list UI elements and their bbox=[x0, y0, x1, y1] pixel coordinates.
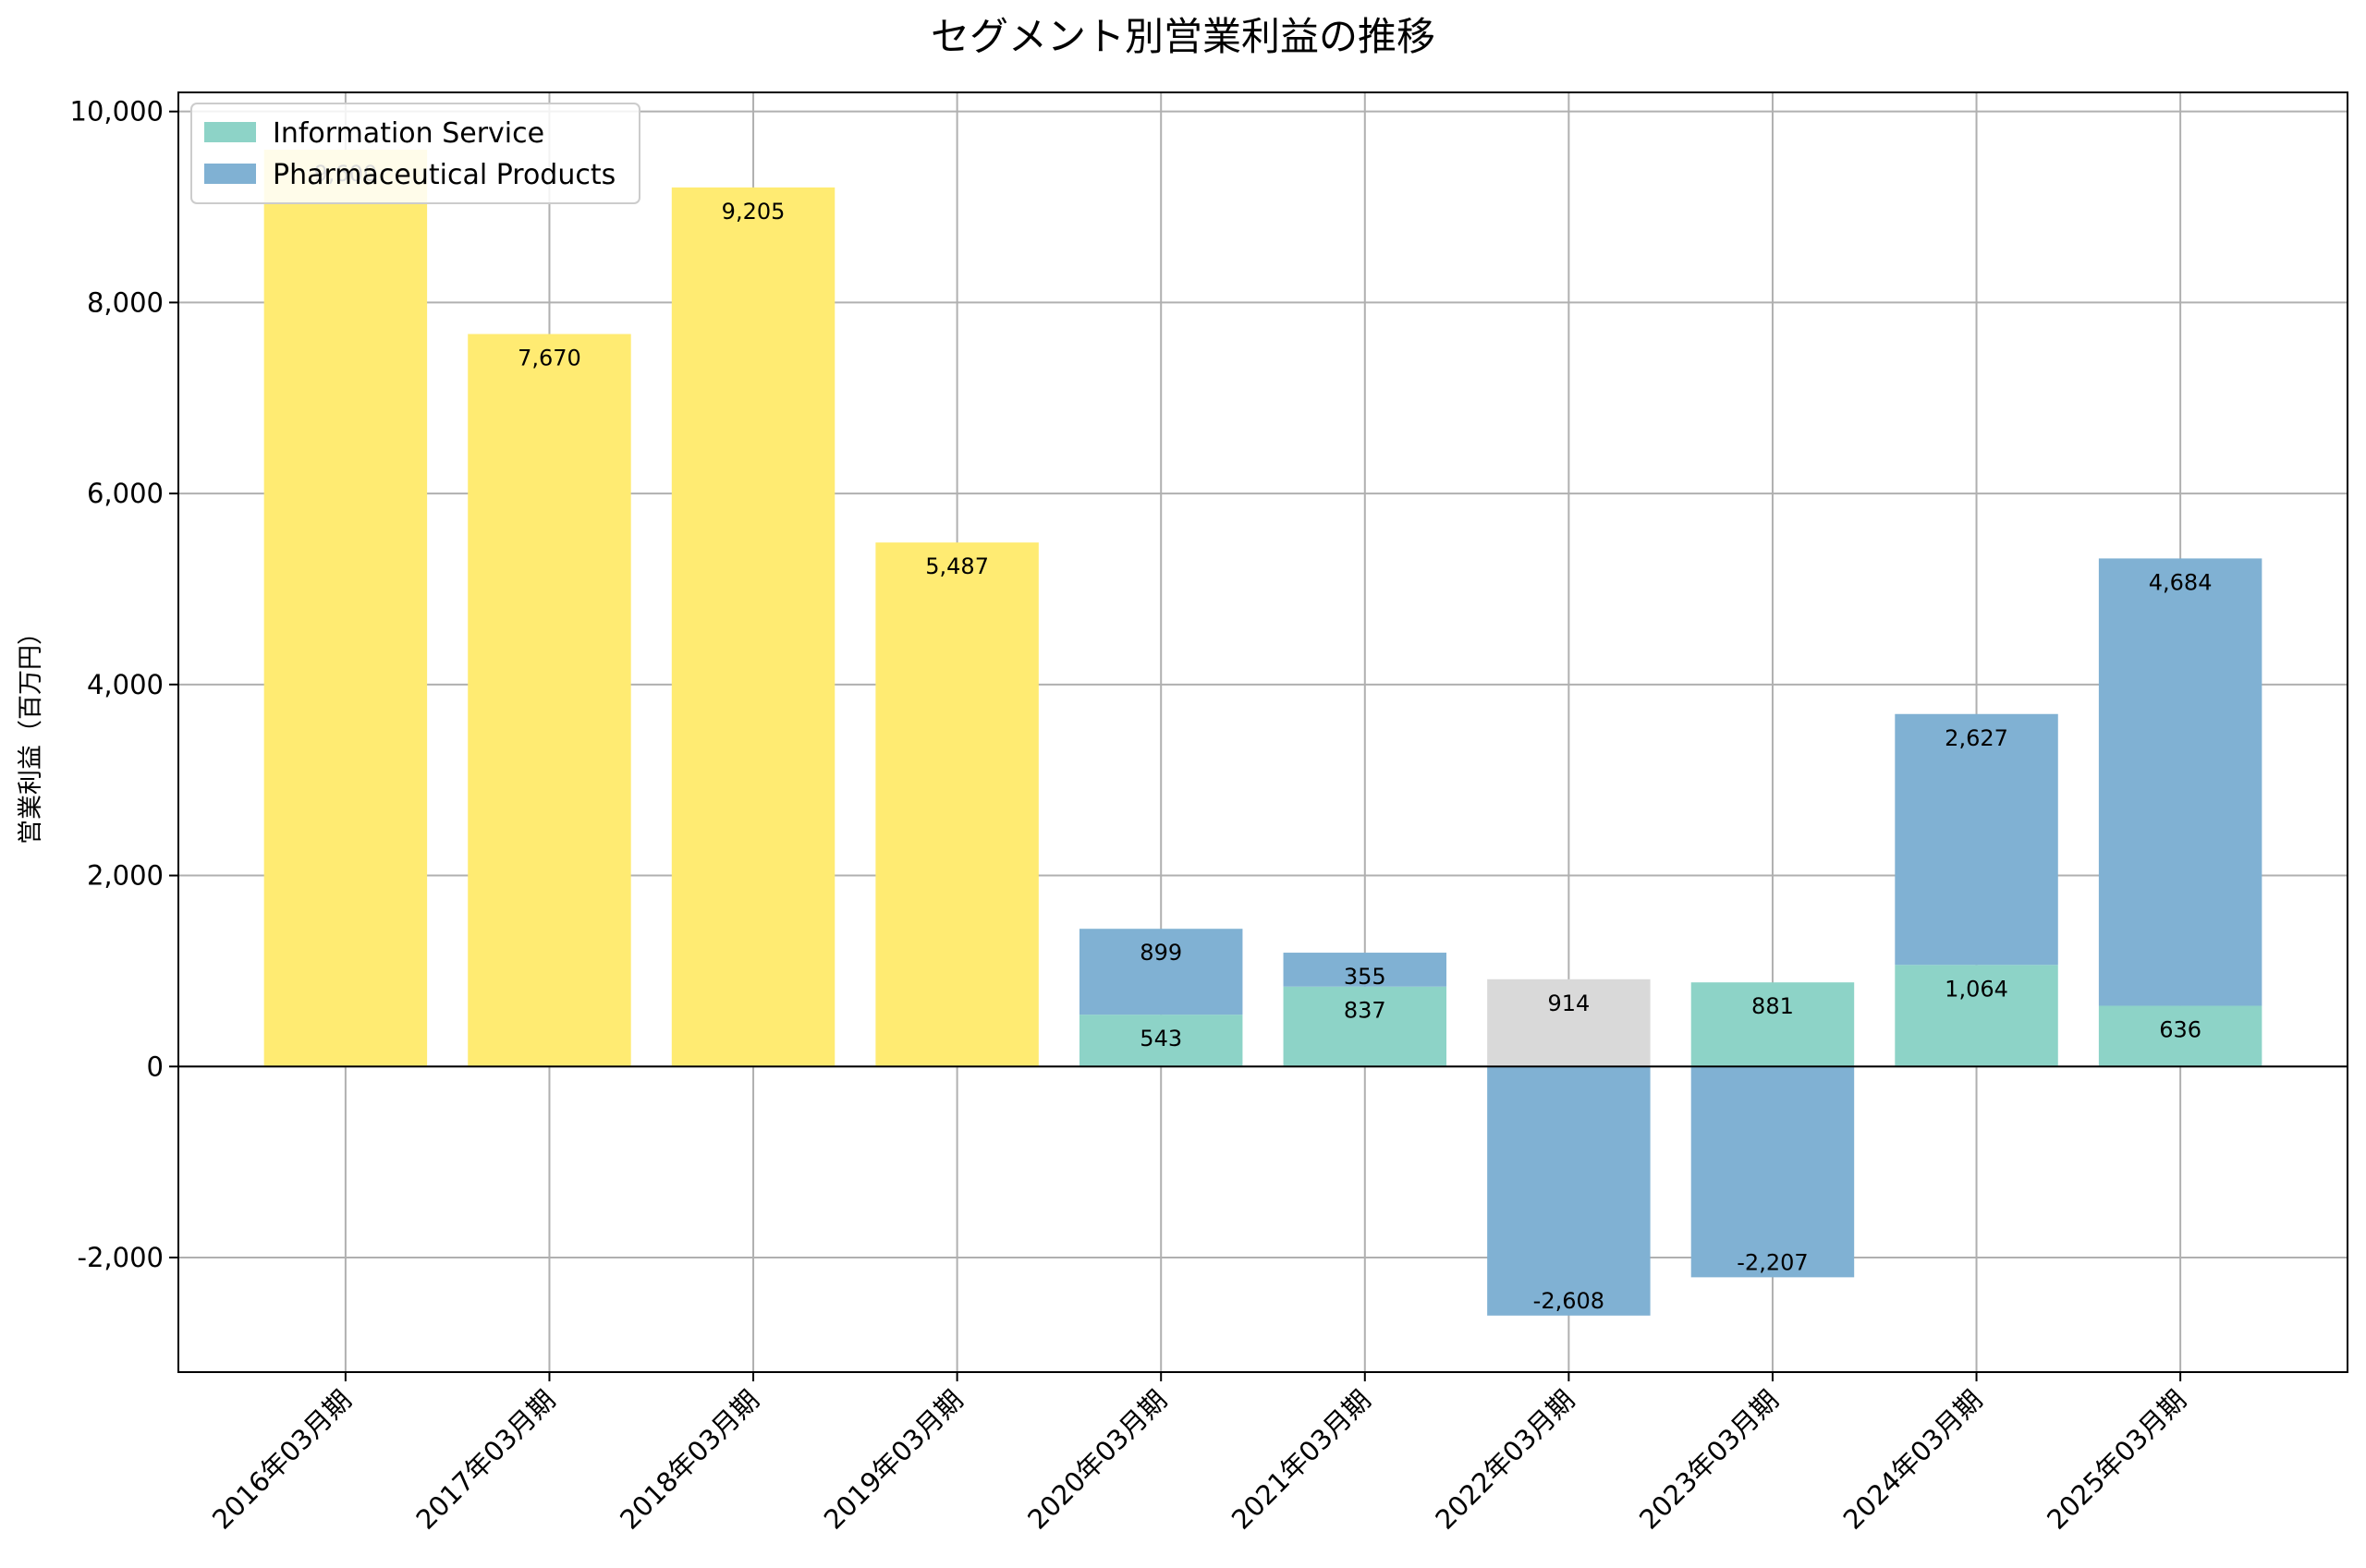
data-label: 837 bbox=[1344, 998, 1386, 1024]
bar-segment bbox=[1079, 929, 1243, 1015]
data-label: 881 bbox=[1751, 993, 1794, 1019]
y-tick-label: -2,000 bbox=[78, 1242, 165, 1273]
bar-segment bbox=[875, 542, 1039, 1067]
x-tick-label: 2020年03月期 bbox=[1021, 1384, 1173, 1536]
bar-segment bbox=[1283, 986, 1447, 1067]
y-tick-label: 10,000 bbox=[70, 96, 164, 128]
data-label: 1,064 bbox=[1945, 976, 2008, 1002]
data-label: 5,487 bbox=[925, 553, 989, 579]
data-label: 7,670 bbox=[518, 345, 581, 371]
y-tick-label: 6,000 bbox=[87, 478, 164, 509]
x-tick-label: 2017年03月期 bbox=[410, 1384, 562, 1536]
bar-segment bbox=[1895, 713, 2058, 966]
x-tick-label: 2021年03月期 bbox=[1226, 1384, 1377, 1536]
y-tick-label: 4,000 bbox=[87, 669, 164, 700]
data-label: -2,608 bbox=[1533, 1288, 1604, 1314]
x-tick-label: 2023年03月期 bbox=[1633, 1384, 1785, 1536]
data-label: 355 bbox=[1344, 964, 1386, 990]
legend: Information Service Pharmaceutical Produc… bbox=[190, 103, 640, 204]
x-tick-label: 2022年03月期 bbox=[1429, 1384, 1580, 1536]
chart-title: セグメント別営業利益の推移 bbox=[931, 14, 1435, 59]
legend-label: Information Service bbox=[273, 117, 544, 150]
bar-segment bbox=[1487, 978, 1651, 1067]
bar-segment bbox=[1690, 982, 1855, 1067]
bar-segment bbox=[1079, 1015, 1243, 1067]
x-tick-label: 2025年03月期 bbox=[2041, 1384, 2192, 1536]
plot-frame bbox=[177, 91, 2348, 1373]
bar-layer bbox=[263, 150, 2262, 1316]
x-tick-label: 2016年03月期 bbox=[206, 1384, 358, 1536]
data-label: -2,207 bbox=[1737, 1249, 1808, 1275]
data-label: 899 bbox=[1140, 940, 1182, 966]
bar-segment bbox=[1283, 953, 1447, 987]
bar-segment bbox=[468, 334, 631, 1067]
bar-segment bbox=[1690, 1066, 1855, 1278]
legend-box bbox=[190, 103, 640, 204]
y-tick-label: 2,000 bbox=[87, 860, 164, 892]
data-label: 914 bbox=[1547, 991, 1590, 1016]
bar-segment bbox=[263, 150, 428, 1067]
bar-segment bbox=[1487, 1066, 1651, 1316]
x-tick-label: 2018年03月期 bbox=[614, 1384, 765, 1536]
legend-label: Pharmaceutical Products bbox=[273, 159, 616, 191]
bar-segment bbox=[1895, 965, 2058, 1067]
data-label: 9,205 bbox=[722, 199, 786, 225]
data-label: 543 bbox=[1140, 1026, 1182, 1051]
y-tick-label: 0 bbox=[147, 1051, 164, 1082]
legend-swatch bbox=[204, 122, 256, 142]
x-tick-label: 2024年03月期 bbox=[1837, 1384, 1989, 1536]
bar-segment bbox=[671, 187, 835, 1067]
data-label-layer: 9,6007,6709,2055,4879145438378811,064636… bbox=[314, 161, 2213, 1314]
data-label: 636 bbox=[2159, 1017, 2201, 1043]
bar-segment bbox=[2098, 1005, 2262, 1067]
bar-segment bbox=[2098, 558, 2262, 1006]
y-axis-label: 営業利益（百万円） bbox=[17, 620, 45, 845]
data-label: 2,627 bbox=[1945, 725, 2008, 751]
data-label: 4,684 bbox=[2149, 569, 2213, 595]
x-tick-label: 2019年03月期 bbox=[818, 1384, 970, 1536]
y-tick-label: 8,000 bbox=[87, 286, 164, 318]
legend-swatch bbox=[204, 164, 256, 184]
